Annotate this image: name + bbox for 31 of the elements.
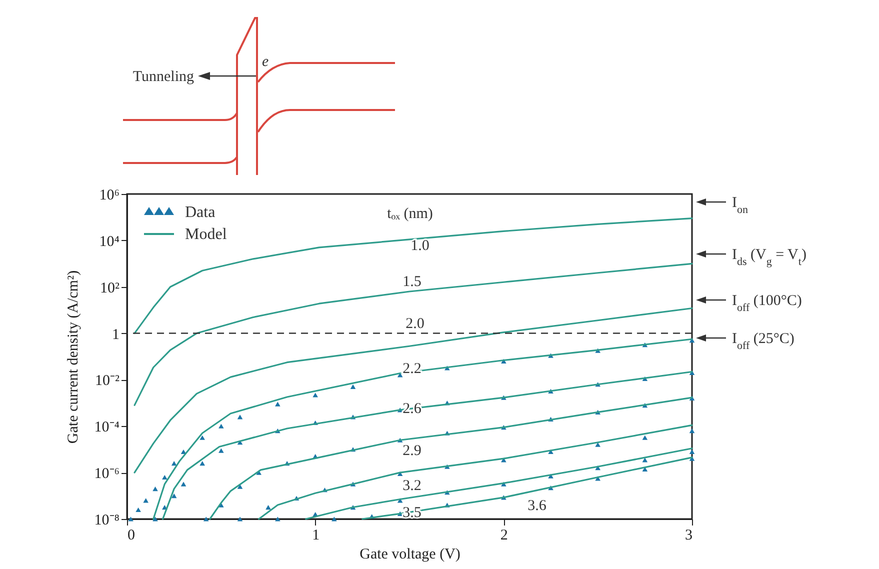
- y-tick-label: 10²: [100, 280, 120, 296]
- y-axis-title: Gate current density (A/cm²): [65, 270, 82, 444]
- text: e: [262, 54, 269, 70]
- legend-label: Data: [185, 204, 216, 221]
- legend-label: Model: [185, 226, 228, 243]
- annotation: 1.0: [410, 238, 430, 254]
- x-tick-label: 2: [500, 528, 508, 544]
- x-axis-title: Gate voltage (V): [360, 546, 460, 562]
- y-tick-label: 10⁴: [99, 234, 120, 250]
- y-tick-label: 10⁻⁸: [94, 512, 120, 528]
- text: Tunneling: [132, 69, 194, 85]
- annotation: 2.9: [402, 443, 422, 459]
- text: I$_{on}$: [732, 195, 748, 216]
- y-tick-label: 10⁻⁶: [94, 466, 120, 482]
- y-tick-label: 10⁶: [99, 188, 120, 204]
- y-tick-label: 10⁻²: [95, 373, 120, 390]
- x-tick-label: 0: [128, 528, 135, 544]
- x-tick-label: 3: [685, 528, 692, 544]
- annotation: tₒₓ (nm): [387, 206, 433, 222]
- annotation: 3.2: [402, 478, 422, 494]
- line-series: [258, 424, 693, 520]
- annotation: 2.0: [406, 316, 424, 332]
- y-tick-label: 1: [112, 326, 120, 343]
- text: I$_{ds}$ (V$_{g}$ = V$_{t}$): [732, 247, 806, 268]
- annotation: 1.5: [402, 274, 422, 290]
- text: I$_{off}$ (100°C): [732, 293, 802, 314]
- annotation: 3.6: [528, 498, 547, 514]
- x-tick-label: 1: [312, 528, 320, 544]
- y-tick-label: 10⁻⁴: [94, 420, 120, 436]
- text: I$_{off}$ (25°C): [732, 331, 794, 352]
- line-series: [134, 307, 693, 474]
